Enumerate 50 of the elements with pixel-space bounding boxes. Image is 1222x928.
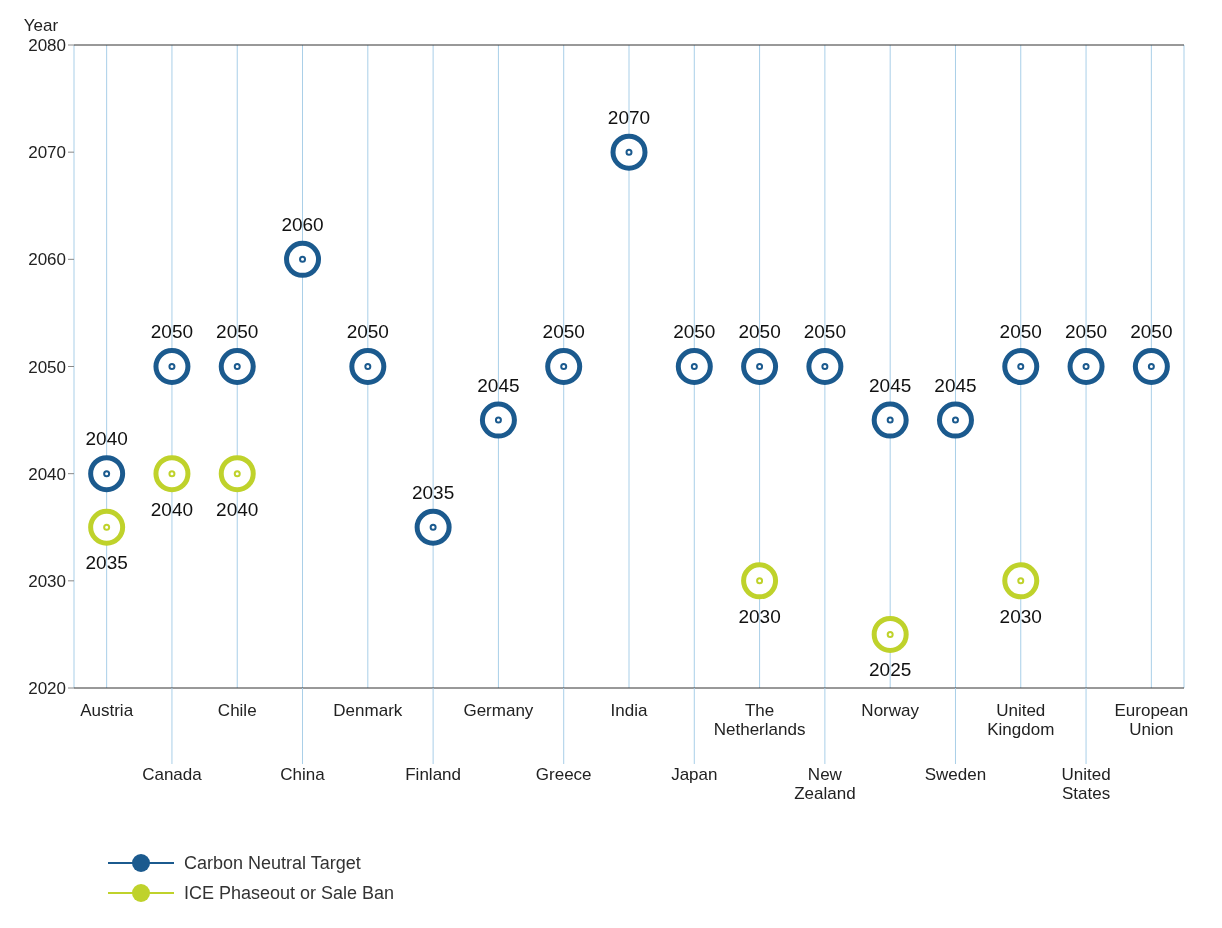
y-axis-title: Year bbox=[23, 16, 59, 35]
legend-label: Carbon Neutral Target bbox=[184, 852, 361, 874]
x-tick-label: Greece bbox=[535, 765, 592, 784]
data-label: 2050 bbox=[542, 320, 585, 342]
x-tick-label: Norway bbox=[861, 701, 920, 720]
data-label: 2050 bbox=[1064, 320, 1108, 342]
x-tick-label: Finland bbox=[405, 765, 461, 784]
data-label: 2050 bbox=[999, 320, 1042, 342]
y-tick-label: 2030 bbox=[28, 571, 66, 591]
y-tick-label: 2020 bbox=[28, 679, 66, 699]
data-label: 2045 bbox=[477, 374, 520, 396]
y-tick-label: 2050 bbox=[28, 357, 66, 377]
data-label: 2050 bbox=[1130, 320, 1173, 342]
legend-label: ICE Phaseout or Sale Ban bbox=[184, 882, 395, 904]
data-label: 2040 bbox=[150, 498, 194, 520]
x-tick-label: Chile bbox=[217, 701, 257, 720]
y-tick-label: 2060 bbox=[28, 250, 66, 270]
y-tick-label: 2080 bbox=[28, 36, 66, 56]
data-label: 2035 bbox=[411, 481, 455, 503]
data-label: 2050 bbox=[673, 320, 716, 342]
data-label: 2050 bbox=[738, 320, 781, 342]
data-label: 2045 bbox=[934, 374, 977, 396]
data-label: 2050 bbox=[346, 320, 389, 342]
x-tick-label: New Zealand bbox=[794, 765, 856, 803]
x-tick-label: Sweden bbox=[924, 765, 987, 784]
data-label: 2040 bbox=[216, 498, 259, 520]
data-label: 2070 bbox=[607, 106, 651, 128]
x-tick-label: Germany bbox=[463, 701, 534, 720]
data-label: 2030 bbox=[999, 605, 1042, 627]
data-label: 2050 bbox=[803, 320, 847, 342]
data-label: 2045 bbox=[869, 374, 912, 396]
x-tick-label: The Netherlands bbox=[713, 701, 806, 739]
data-label: 2050 bbox=[150, 320, 194, 342]
data-label: 2060 bbox=[281, 213, 324, 235]
x-tick-label: India bbox=[610, 701, 648, 720]
data-label: 2050 bbox=[216, 320, 259, 342]
data-label: 2025 bbox=[869, 659, 912, 681]
y-tick-label: 2070 bbox=[28, 143, 66, 163]
x-tick-label: Austria bbox=[80, 701, 134, 720]
data-label: 2030 bbox=[738, 605, 781, 627]
y-tick-label: 2040 bbox=[28, 464, 66, 484]
data-label: 2040 bbox=[85, 428, 128, 450]
x-tick-label: European Union bbox=[1114, 701, 1189, 739]
x-tick-label: Canada bbox=[142, 765, 203, 784]
x-tick-label: United States bbox=[1061, 765, 1111, 803]
x-tick-label: China bbox=[280, 765, 326, 784]
x-tick-label: Japan bbox=[671, 765, 718, 784]
x-tick-label: Denmark bbox=[333, 701, 403, 720]
data-label: 2035 bbox=[85, 552, 128, 574]
x-tick-label: United Kingdom bbox=[987, 701, 1055, 739]
